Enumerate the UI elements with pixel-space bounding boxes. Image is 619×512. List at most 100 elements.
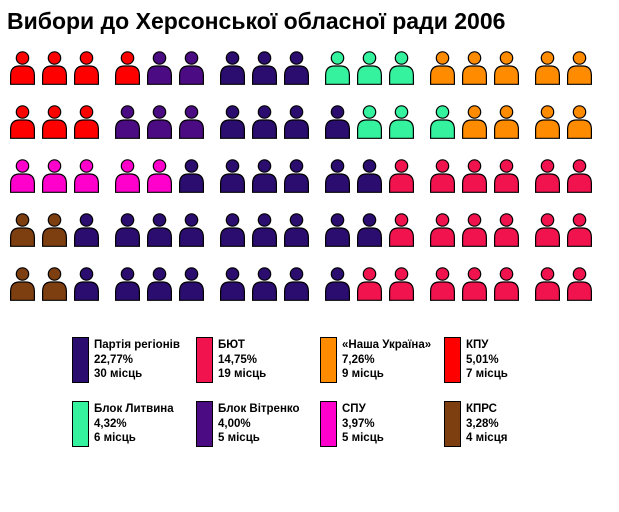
person-icon [41, 51, 68, 85]
person-icon [9, 267, 36, 301]
legend-label: БЮТ 14,75% 19 місць [218, 337, 266, 382]
legend-party-percent: 14,75% [218, 353, 258, 366]
person-icon [283, 159, 310, 193]
person-icon [493, 105, 520, 139]
person-icon [324, 159, 351, 193]
legend-party-percent: 4,00% [218, 417, 251, 430]
person-icon [566, 51, 593, 85]
legend-party-seats: 19 місць [218, 368, 267, 381]
person-icon [534, 51, 561, 85]
person-icon [178, 51, 205, 85]
person-icon [566, 267, 593, 301]
person-icon [429, 213, 456, 247]
person-icon [73, 159, 100, 193]
legend-party-name: Партія регіонів [94, 339, 180, 351]
legend-party-seats: 5 місць [342, 432, 384, 445]
person-icon [114, 105, 141, 139]
legend-party-percent: 4,32% [94, 417, 127, 430]
person-icon [146, 213, 173, 247]
legend-item: «Наша Україна» 7,26% 9 місць [320, 337, 444, 383]
person-icon [461, 159, 488, 193]
legend-party-seats: 30 місць [94, 368, 143, 381]
legend-swatch [320, 401, 337, 447]
person-icon [251, 267, 278, 301]
person-icon [114, 213, 141, 247]
person-icon [566, 159, 593, 193]
legend-item: КПУ 5,01% 7 місць [444, 337, 568, 383]
person-icon [146, 105, 173, 139]
person-icon [461, 51, 488, 85]
person-icon [114, 267, 141, 301]
legend-party-seats: 9 місць [342, 368, 384, 381]
legend-label: Блок Литвина 4,32% 6 місць [94, 401, 174, 446]
person-icon [9, 159, 36, 193]
page-title: Вибори до Херсонської обласної ради 2006 [7, 8, 506, 34]
legend-party-percent: 3,28% [466, 417, 499, 430]
person-icon [534, 267, 561, 301]
person-icon [219, 159, 246, 193]
person-icon [219, 105, 246, 139]
person-icon [178, 105, 205, 139]
legend-party-percent: 7,26% [342, 353, 375, 366]
legend-label: «Наша Україна» 7,26% 9 місць [342, 337, 431, 382]
person-icon [283, 267, 310, 301]
person-icon [534, 213, 561, 247]
person-icon [9, 51, 36, 85]
person-icon [73, 213, 100, 247]
person-icon [283, 213, 310, 247]
legend-party-seats: 6 місць [94, 432, 136, 445]
person-icon [388, 105, 415, 139]
person-icon [178, 213, 205, 247]
person-icon [9, 105, 36, 139]
person-icon [493, 51, 520, 85]
person-icon [461, 267, 488, 301]
person-icon [356, 159, 383, 193]
person-icon [324, 51, 351, 85]
legend-label: Партія регіонів 22,77% 30 місць [94, 337, 180, 382]
legend-label: СПУ 3,97% 5 місць [342, 401, 384, 446]
legend-row: Блок Литвина 4,32% 6 місць Блок Вітренко 4,0… [72, 401, 619, 447]
person-icon [251, 51, 278, 85]
person-icon [41, 213, 68, 247]
person-icon [534, 105, 561, 139]
legend: Партія регіонів 22,77% 30 місць БЮТ 14,75% 19… [72, 337, 619, 447]
person-icon [493, 159, 520, 193]
person-icon [461, 105, 488, 139]
legend-item: Блок Вітренко 4,00% 5 місць [196, 401, 320, 447]
legend-item: Блок Литвина 4,32% 6 місць [72, 401, 196, 447]
person-icon [178, 159, 205, 193]
legend-item: СПУ 3,97% 5 місць [320, 401, 444, 447]
person-icon [388, 267, 415, 301]
person-icon [388, 51, 415, 85]
legend-party-percent: 3,97% [342, 417, 375, 430]
legend-party-seats: 4 місця [466, 432, 508, 445]
legend-party-name: Блок Литвина [94, 403, 174, 415]
person-icon [534, 159, 561, 193]
person-icon [251, 105, 278, 139]
person-icon [429, 51, 456, 85]
legend-swatch [320, 337, 337, 383]
person-icon [178, 267, 205, 301]
pictogram-row [9, 159, 615, 193]
legend-swatch [196, 337, 213, 383]
person-icon [9, 213, 36, 247]
legend-item: Партія регіонів 22,77% 30 місць [72, 337, 196, 383]
person-icon [73, 105, 100, 139]
person-icon [41, 267, 68, 301]
pictogram-row [9, 105, 615, 139]
person-icon [324, 267, 351, 301]
legend-party-percent: 22,77% [94, 353, 134, 366]
person-icon [283, 51, 310, 85]
person-icon [429, 159, 456, 193]
person-icon [146, 267, 173, 301]
pictogram-chart [0, 35, 619, 301]
legend-label: КПРС 3,28% 4 місця [466, 401, 507, 446]
person-icon [356, 213, 383, 247]
pictogram-row [9, 267, 615, 301]
person-icon [219, 51, 246, 85]
pictogram-row [9, 51, 615, 85]
legend-row: Партія регіонів 22,77% 30 місць БЮТ 14,75% 19… [72, 337, 619, 383]
pictogram-row [9, 213, 615, 247]
person-icon [251, 159, 278, 193]
